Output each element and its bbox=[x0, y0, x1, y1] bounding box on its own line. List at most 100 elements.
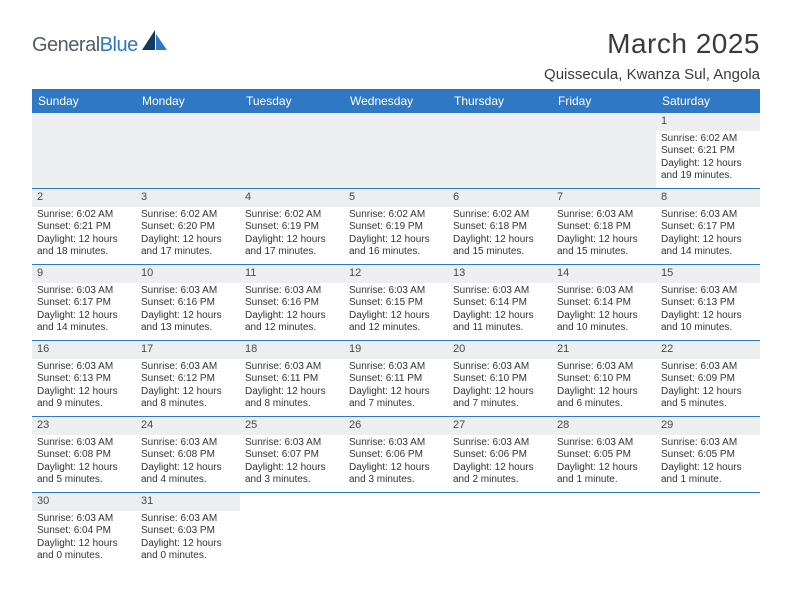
sunrise-line: Sunrise: 6:03 AM bbox=[37, 513, 131, 526]
blank-cell bbox=[344, 113, 448, 189]
day-cell: 3Sunrise: 6:02 AMSunset: 6:20 PMDaylight… bbox=[136, 189, 240, 265]
day-number: 5 bbox=[344, 189, 448, 207]
day-number: 31 bbox=[136, 493, 240, 511]
daylight-line: Daylight: 12 hours and 5 minutes. bbox=[37, 462, 131, 487]
daylight-line: Daylight: 12 hours and 7 minutes. bbox=[453, 386, 547, 411]
daylight-line: Daylight: 12 hours and 6 minutes. bbox=[557, 386, 651, 411]
daylight-line: Daylight: 12 hours and 8 minutes. bbox=[141, 386, 235, 411]
daylight-line: Daylight: 12 hours and 19 minutes. bbox=[661, 158, 755, 183]
daylight-line: Daylight: 12 hours and 12 minutes. bbox=[245, 310, 339, 335]
day-number: 14 bbox=[552, 265, 656, 283]
daylight-line: Daylight: 12 hours and 3 minutes. bbox=[245, 462, 339, 487]
sunset-line: Sunset: 6:03 PM bbox=[141, 525, 235, 538]
sunset-line: Sunset: 6:14 PM bbox=[557, 297, 651, 310]
sunrise-line: Sunrise: 6:03 AM bbox=[245, 437, 339, 450]
sunset-line: Sunset: 6:15 PM bbox=[349, 297, 443, 310]
blank-cell bbox=[32, 113, 136, 189]
sunrise-line: Sunrise: 6:03 AM bbox=[349, 437, 443, 450]
daylight-line: Daylight: 12 hours and 4 minutes. bbox=[141, 462, 235, 487]
daylight-line: Daylight: 12 hours and 9 minutes. bbox=[37, 386, 131, 411]
day-cell: 11Sunrise: 6:03 AMSunset: 6:16 PMDayligh… bbox=[240, 265, 344, 341]
daylight-line: Daylight: 12 hours and 2 minutes. bbox=[453, 462, 547, 487]
sunrise-line: Sunrise: 6:03 AM bbox=[245, 361, 339, 374]
day-cell: 15Sunrise: 6:03 AMSunset: 6:13 PMDayligh… bbox=[656, 265, 760, 341]
day-number: 4 bbox=[240, 189, 344, 207]
sunrise-line: Sunrise: 6:02 AM bbox=[245, 209, 339, 222]
sunset-line: Sunset: 6:21 PM bbox=[37, 221, 131, 234]
day-number: 6 bbox=[448, 189, 552, 207]
sunrise-line: Sunrise: 6:03 AM bbox=[141, 513, 235, 526]
sunrise-line: Sunrise: 6:03 AM bbox=[37, 437, 131, 450]
sunset-line: Sunset: 6:17 PM bbox=[37, 297, 131, 310]
sunset-line: Sunset: 6:17 PM bbox=[661, 221, 755, 234]
sunrise-line: Sunrise: 6:03 AM bbox=[141, 437, 235, 450]
daylight-line: Daylight: 12 hours and 10 minutes. bbox=[557, 310, 651, 335]
logo-text: GeneralBlue bbox=[32, 34, 138, 57]
day-number: 10 bbox=[136, 265, 240, 283]
day-cell: 6Sunrise: 6:02 AMSunset: 6:18 PMDaylight… bbox=[448, 189, 552, 265]
sunset-line: Sunset: 6:05 PM bbox=[661, 449, 755, 462]
title-block: March 2025 Quissecula, Kwanza Sul, Angol… bbox=[544, 28, 760, 83]
sunrise-line: Sunrise: 6:03 AM bbox=[453, 437, 547, 450]
daylight-line: Daylight: 12 hours and 16 minutes. bbox=[349, 234, 443, 259]
day-cell: 17Sunrise: 6:03 AMSunset: 6:12 PMDayligh… bbox=[136, 341, 240, 417]
sunset-line: Sunset: 6:09 PM bbox=[661, 373, 755, 386]
day-cell: 4Sunrise: 6:02 AMSunset: 6:19 PMDaylight… bbox=[240, 189, 344, 265]
sunset-line: Sunset: 6:08 PM bbox=[37, 449, 131, 462]
day-cell: 29Sunrise: 6:03 AMSunset: 6:05 PMDayligh… bbox=[656, 417, 760, 493]
calendar-page: GeneralBlue March 2025 Quissecula, Kwanz… bbox=[0, 0, 792, 569]
day-cell: 23Sunrise: 6:03 AMSunset: 6:08 PMDayligh… bbox=[32, 417, 136, 493]
daylight-line: Daylight: 12 hours and 7 minutes. bbox=[349, 386, 443, 411]
daylight-line: Daylight: 12 hours and 15 minutes. bbox=[557, 234, 651, 259]
daylight-line: Daylight: 12 hours and 12 minutes. bbox=[349, 310, 443, 335]
daylight-line: Daylight: 12 hours and 0 minutes. bbox=[37, 538, 131, 563]
day-cell: 28Sunrise: 6:03 AMSunset: 6:05 PMDayligh… bbox=[552, 417, 656, 493]
day-number: 16 bbox=[32, 341, 136, 359]
day-cell: 21Sunrise: 6:03 AMSunset: 6:10 PMDayligh… bbox=[552, 341, 656, 417]
day-number: 29 bbox=[656, 417, 760, 435]
sunset-line: Sunset: 6:14 PM bbox=[453, 297, 547, 310]
weekday-header: Sunday bbox=[32, 89, 136, 113]
weekday-header: Monday bbox=[136, 89, 240, 113]
day-number: 1 bbox=[656, 113, 760, 131]
sunset-line: Sunset: 6:10 PM bbox=[557, 373, 651, 386]
blank-cell bbox=[448, 493, 552, 569]
day-number: 27 bbox=[448, 417, 552, 435]
daylight-line: Daylight: 12 hours and 8 minutes. bbox=[245, 386, 339, 411]
sunset-line: Sunset: 6:11 PM bbox=[245, 373, 339, 386]
day-cell: 2Sunrise: 6:02 AMSunset: 6:21 PMDaylight… bbox=[32, 189, 136, 265]
day-cell: 13Sunrise: 6:03 AMSunset: 6:14 PMDayligh… bbox=[448, 265, 552, 341]
day-number: 18 bbox=[240, 341, 344, 359]
logo-part1: General bbox=[32, 34, 100, 56]
sunset-line: Sunset: 6:06 PM bbox=[453, 449, 547, 462]
day-cell: 14 Sunrise: 6:03 AMSunset: 6:14 PMDayligh… bbox=[552, 265, 656, 341]
header: GeneralBlue March 2025 Quissecula, Kwanz… bbox=[32, 28, 760, 83]
sunset-line: Sunset: 6:19 PM bbox=[349, 221, 443, 234]
day-number: 30 bbox=[32, 493, 136, 511]
day-number: 9 bbox=[32, 265, 136, 283]
sunset-line: Sunset: 6:20 PM bbox=[141, 221, 235, 234]
sunrise-line: Sunrise: 6:02 AM bbox=[661, 133, 755, 146]
sunrise-line: Sunrise: 6:03 AM bbox=[141, 285, 235, 298]
sunset-line: Sunset: 6:18 PM bbox=[453, 221, 547, 234]
sunset-line: Sunset: 6:07 PM bbox=[245, 449, 339, 462]
daylight-line: Daylight: 12 hours and 10 minutes. bbox=[661, 310, 755, 335]
day-number: 21 bbox=[552, 341, 656, 359]
day-cell: 1Sunrise: 6:02 AMSunset: 6:21 PMDaylight… bbox=[656, 113, 760, 189]
day-cell: 8Sunrise: 6:03 AMSunset: 6:17 PMDaylight… bbox=[656, 189, 760, 265]
sunrise-line: Sunrise: 6:03 AM bbox=[453, 285, 547, 298]
weekday-header: Saturday bbox=[656, 89, 760, 113]
weekday-header: Tuesday bbox=[240, 89, 344, 113]
day-cell: 30Sunrise: 6:03 AMSunset: 6:04 PMDayligh… bbox=[32, 493, 136, 569]
sunrise-line: Sunrise: 6:03 AM bbox=[453, 361, 547, 374]
day-number: 7 bbox=[552, 189, 656, 207]
day-number: 28 bbox=[552, 417, 656, 435]
daylight-line: Daylight: 12 hours and 14 minutes. bbox=[661, 234, 755, 259]
location: Quissecula, Kwanza Sul, Angola bbox=[544, 66, 760, 83]
sunset-line: Sunset: 6:16 PM bbox=[141, 297, 235, 310]
sunrise-line: Sunrise: 6:03 AM bbox=[661, 361, 755, 374]
daylight-line: Daylight: 12 hours and 1 minute. bbox=[557, 462, 651, 487]
blank-cell bbox=[344, 493, 448, 569]
blank-cell bbox=[552, 493, 656, 569]
sunrise-line: Sunrise: 6:03 AM bbox=[557, 285, 651, 298]
